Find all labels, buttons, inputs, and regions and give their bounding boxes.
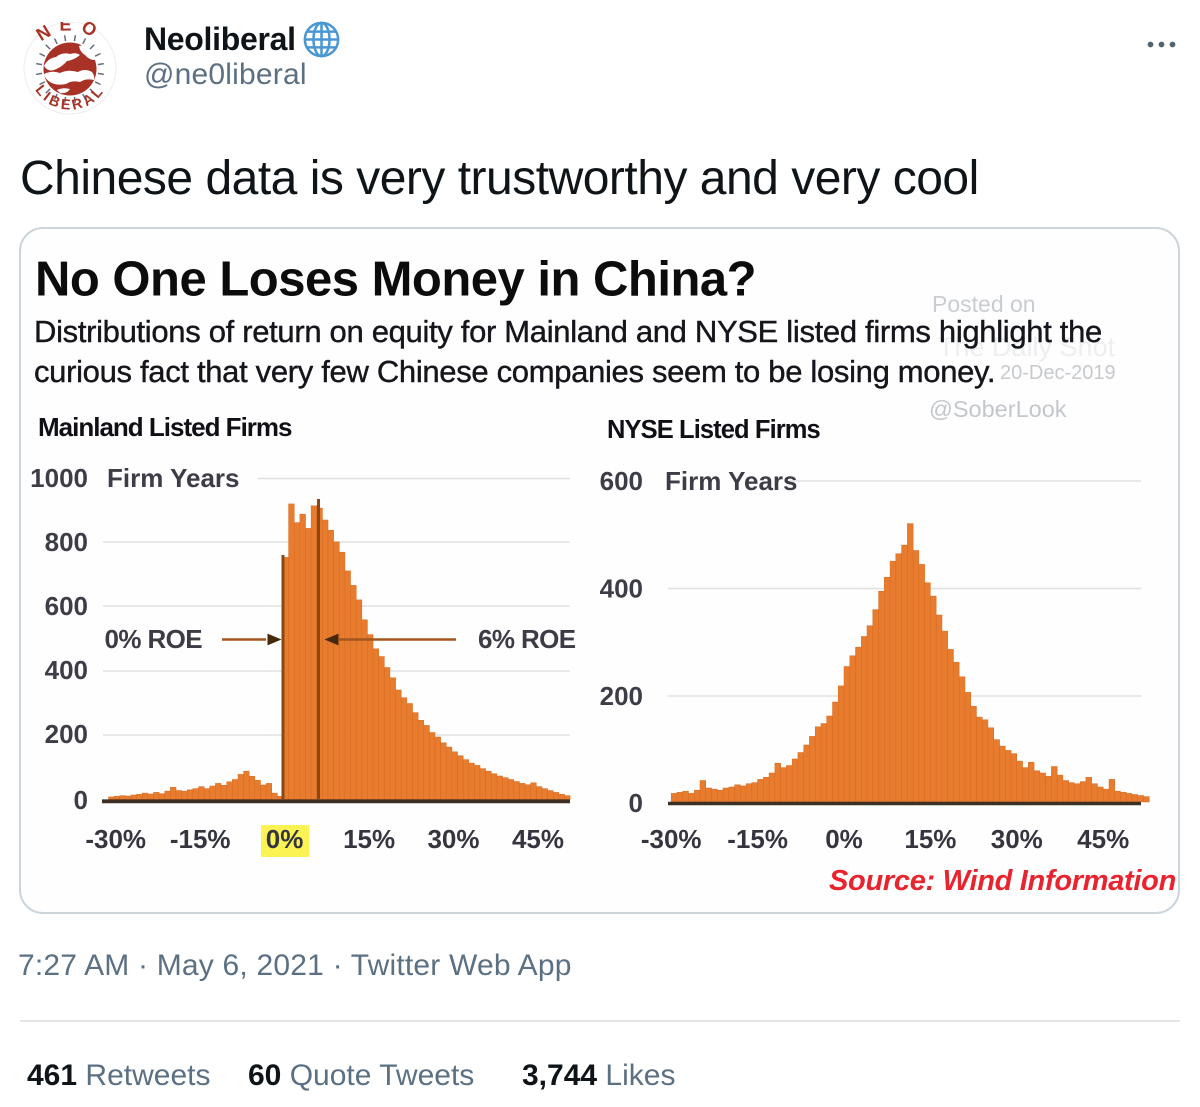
svg-text:curious fact that very few Chi: curious fact that very few Chinese compa… <box>34 354 995 389</box>
svg-text:15%: 15% <box>904 824 956 854</box>
svg-text:-30%: -30% <box>641 824 702 854</box>
svg-text:30%: 30% <box>991 824 1043 854</box>
svg-text:800: 800 <box>45 527 88 557</box>
svg-text:0%: 0% <box>825 824 863 854</box>
svg-text:Mainland Listed Firms: Mainland Listed Firms <box>38 412 292 442</box>
svg-text:@SoberLook: @SoberLook <box>929 396 1067 422</box>
svg-text:0% ROE: 0% ROE <box>104 624 202 654</box>
svg-text:Source: Wind Information: Source: Wind Information <box>829 865 1176 897</box>
svg-text:0: 0 <box>74 785 88 815</box>
svg-text:400: 400 <box>600 574 643 604</box>
svg-text:20-Dec-2019: 20-Dec-2019 <box>1000 362 1116 384</box>
svg-text:-15%: -15% <box>727 824 788 854</box>
svg-text:No One Loses Money in China?: No One Loses Money in China? <box>35 253 756 307</box>
svg-text:The Daily Shot: The Daily Shot <box>938 332 1116 362</box>
svg-text:1000: 1000 <box>30 463 88 493</box>
svg-text:Posted on: Posted on <box>932 291 1036 317</box>
svg-text:30%: 30% <box>427 824 479 854</box>
svg-text:Firm Years: Firm Years <box>107 463 240 493</box>
svg-text:Distributions of return on equ: Distributions of return on equity for Ma… <box>34 314 1102 349</box>
svg-text:0%: 0% <box>266 824 304 854</box>
svg-text:200: 200 <box>600 681 643 711</box>
svg-text:200: 200 <box>45 719 88 749</box>
svg-text:600: 600 <box>45 591 88 621</box>
svg-text:45%: 45% <box>1077 824 1129 854</box>
svg-text:NYSE Listed Firms: NYSE Listed Firms <box>607 416 821 444</box>
svg-text:15%: 15% <box>343 824 395 854</box>
svg-text:-30%: -30% <box>85 824 146 854</box>
svg-text:Firm Years: Firm Years <box>665 466 798 496</box>
svg-text:400: 400 <box>45 655 88 685</box>
svg-text:600: 600 <box>600 466 643 496</box>
svg-text:-15%: -15% <box>170 824 231 854</box>
svg-text:6% ROE: 6% ROE <box>478 624 576 654</box>
svg-text:45%: 45% <box>512 824 564 854</box>
svg-text:0: 0 <box>629 788 643 818</box>
